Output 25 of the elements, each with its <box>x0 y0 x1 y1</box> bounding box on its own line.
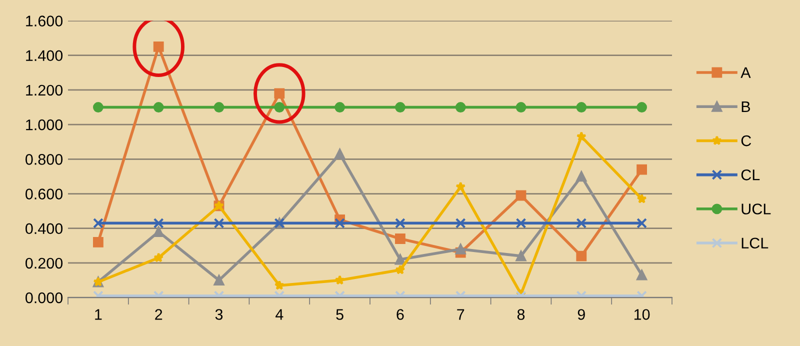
x-tick-label: 5 <box>336 309 344 320</box>
y-tick-label: 0.200 <box>26 258 63 269</box>
x-tick-label: 6 <box>396 309 404 320</box>
y-tick-label: 1.600 <box>26 16 63 26</box>
x-tick-label: 8 <box>517 309 525 320</box>
y-tick-label: 1.200 <box>26 84 63 96</box>
y-tick-label: 0.800 <box>26 154 63 165</box>
legend-label: LCL <box>742 238 768 249</box>
x-tick-label: 3 <box>215 309 223 320</box>
legend-label: B <box>742 101 750 112</box>
y-tick-label: 0.000 <box>26 292 63 304</box>
x-tick-label: 4 <box>276 309 284 320</box>
y-tick-label: 0.400 <box>26 223 63 234</box>
legend-label: C <box>741 135 752 146</box>
x-tick-label: 7 <box>457 309 464 320</box>
legend-label: A <box>740 67 751 78</box>
x-tick-label: 1 <box>95 309 102 320</box>
x-tick-label: 9 <box>578 309 585 320</box>
y-tick-label: 1.400 <box>26 50 63 62</box>
x-tick-label: 2 <box>155 309 162 320</box>
y-tick-label: 0.600 <box>26 188 63 200</box>
legend-label: CL <box>741 169 760 180</box>
x-tick-label: 10 <box>634 309 650 320</box>
legend-label: UCL <box>742 204 771 214</box>
y-tick-label: 1.000 <box>26 119 63 130</box>
